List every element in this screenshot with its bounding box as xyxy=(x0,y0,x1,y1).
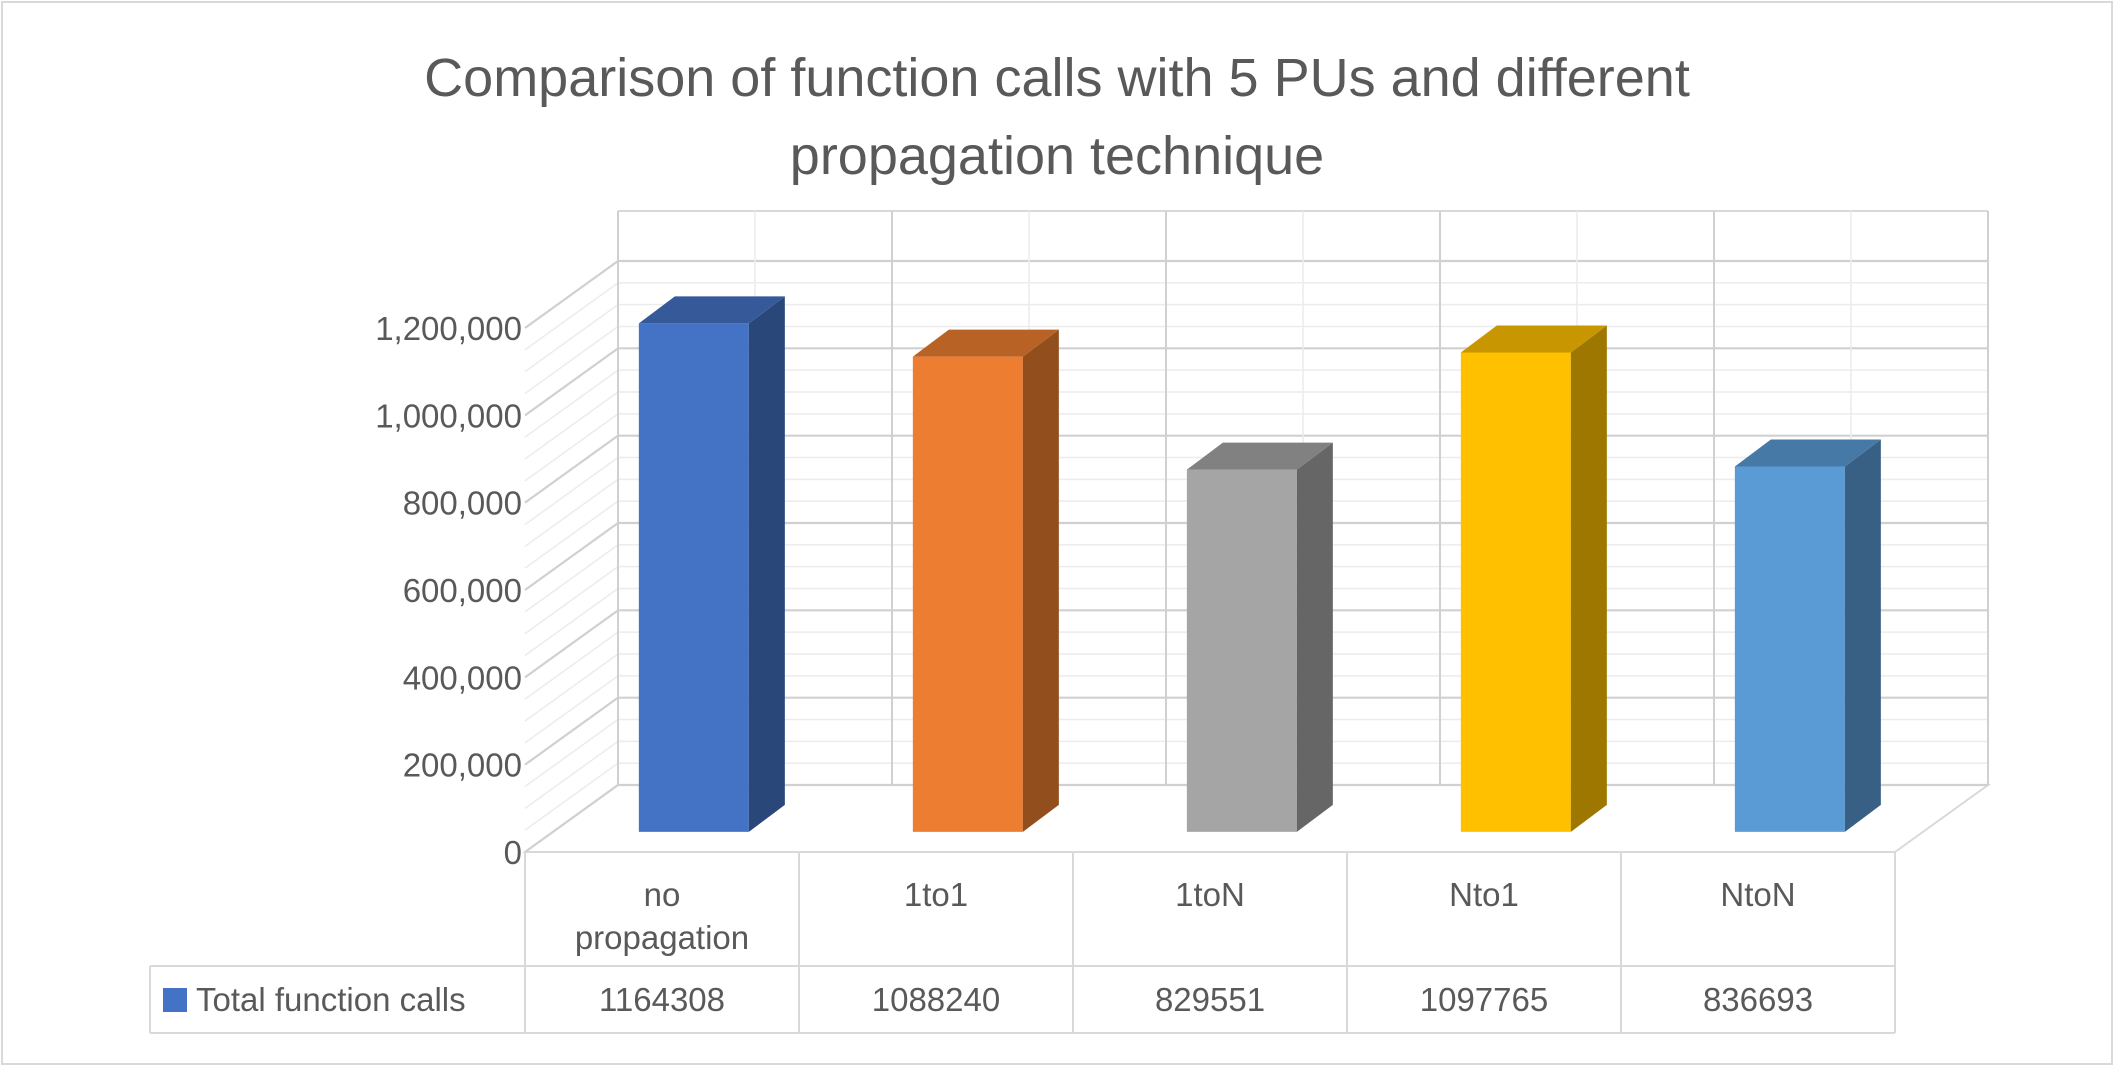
side-gridline-major xyxy=(524,260,619,329)
bar-front xyxy=(912,356,1023,832)
bar-front xyxy=(1734,466,1845,832)
side-gridline-minor xyxy=(524,391,619,460)
bar-4 xyxy=(1734,439,1881,832)
bar-side xyxy=(1844,439,1881,832)
bar-side xyxy=(1022,329,1059,832)
bar-side xyxy=(1296,442,1333,832)
table-value-cell: 829551 xyxy=(1155,981,1265,1018)
side-gridline-major xyxy=(524,696,619,766)
side-gridline-minor xyxy=(524,762,619,831)
bar-front xyxy=(1186,469,1297,832)
bar-side xyxy=(748,296,785,832)
table-value-cell: 1164308 xyxy=(599,981,725,1018)
side-gridline-minor xyxy=(524,413,619,482)
side-gridline-minor xyxy=(524,718,619,788)
bar-1 xyxy=(912,329,1059,832)
side-gridline-major xyxy=(524,347,619,417)
side-gridline-minor xyxy=(524,587,619,657)
bar-top xyxy=(638,296,785,324)
table-value-cell: 1088240 xyxy=(872,981,1000,1018)
y-tick-label: 0 xyxy=(504,834,522,871)
bar-top xyxy=(1734,439,1881,467)
data-table: no propagation 1164308 1to1 1088240 1toN 82955… xyxy=(149,852,1896,1034)
side-gridline-minor xyxy=(524,544,619,613)
category-label: Nto1 xyxy=(1449,876,1519,913)
side-gridline-major xyxy=(524,609,619,679)
side-gridline-minor xyxy=(524,740,619,809)
chart-title-line: propagation technique xyxy=(790,126,1324,186)
bar-front xyxy=(638,323,749,832)
category-label: 1toN xyxy=(1175,876,1245,913)
category-label: 1to1 xyxy=(904,876,968,913)
side-gridline-minor xyxy=(524,500,619,569)
side-gridline-minor xyxy=(524,675,619,744)
bar-top xyxy=(1186,442,1333,470)
side-gridline-major xyxy=(524,522,619,591)
side-gridline-major xyxy=(524,434,619,504)
category-label: propagation xyxy=(575,919,749,956)
category-label: NtoN xyxy=(1720,876,1795,913)
y-tick-label: 1,000,000 xyxy=(375,397,522,434)
y-tick-label: 400,000 xyxy=(403,659,522,696)
y-tick-label: 600,000 xyxy=(403,572,522,609)
legend-key-icon xyxy=(163,988,187,1012)
bars xyxy=(638,296,1881,832)
side-gridline-minor xyxy=(524,653,619,722)
y-tick-label: 800,000 xyxy=(403,485,522,522)
side-gridline-minor xyxy=(524,566,619,635)
bar-top xyxy=(1460,325,1607,353)
chart-title-line: Comparison of function calls with 5 PUs … xyxy=(424,48,1690,108)
chart-title: Comparison of function calls with 5 PUs … xyxy=(424,48,1690,186)
side-gridline-minor xyxy=(524,282,619,351)
category-label: no xyxy=(644,876,681,913)
side-gridline-minor xyxy=(524,369,619,438)
bar-2 xyxy=(1186,442,1333,832)
bar-3 xyxy=(1460,325,1607,832)
y-tick-label: 1,200,000 xyxy=(375,310,522,347)
side-gridline-minor xyxy=(524,456,619,526)
legend-series-label: Total function calls xyxy=(196,981,466,1018)
side-gridline-minor xyxy=(524,478,619,547)
bar-top xyxy=(912,329,1059,357)
side-gridline-minor xyxy=(524,304,619,373)
bar-front xyxy=(1460,352,1571,832)
table-value-cell: 836693 xyxy=(1703,981,1813,1018)
side-gridline-major xyxy=(524,784,619,853)
y-axis: 0 200,000 400,000 600,000 800,000 1,000,000 1,… xyxy=(375,310,522,871)
bar-0 xyxy=(638,296,785,832)
side-gridline-minor xyxy=(524,325,619,395)
bar-side xyxy=(1570,325,1607,832)
y-tick-label: 200,000 xyxy=(403,747,522,784)
side-gridline-minor xyxy=(524,631,619,700)
table-value-cell: 1097765 xyxy=(1420,981,1548,1018)
